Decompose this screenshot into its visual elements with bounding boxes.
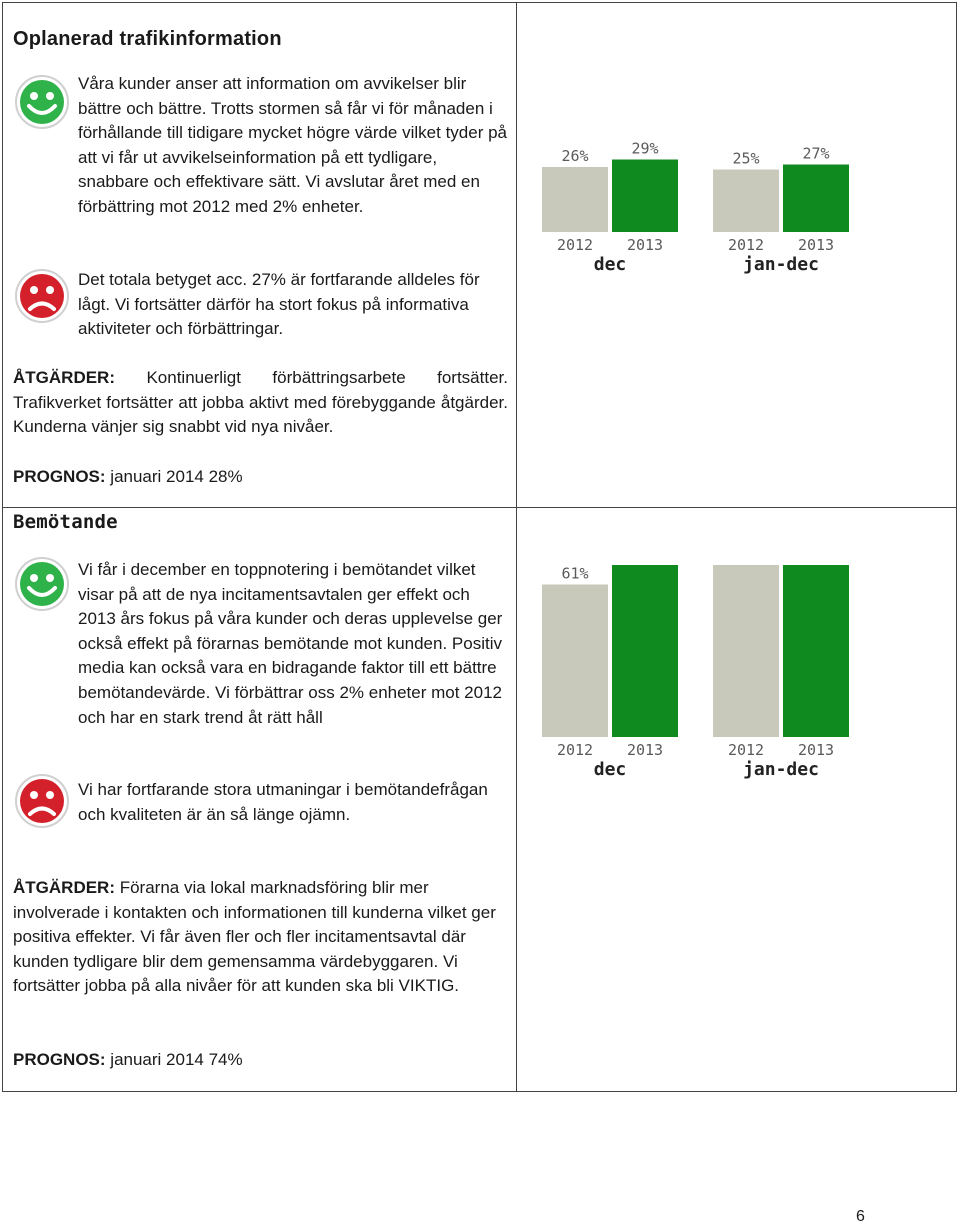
chart-tick-label: 2012 xyxy=(728,741,764,759)
section1-title: Oplanerad trafikinformation xyxy=(13,28,282,50)
chart-tick-label: 2012 xyxy=(557,741,593,759)
chart-data-label: 29% xyxy=(631,140,658,158)
chart-group-label: jan-dec xyxy=(743,254,819,275)
chart-tick-label: 2013 xyxy=(627,236,663,254)
chart-tick-label: 2012 xyxy=(557,236,593,254)
chart-data-label: 27% xyxy=(802,145,829,163)
sad-smiley-icon xyxy=(15,269,69,323)
chart-group-label: dec xyxy=(594,759,627,780)
chart-data-label: 61% xyxy=(561,565,588,583)
happy-smiley-icon xyxy=(15,557,69,611)
forecast-text: januari 2014 28% xyxy=(105,467,243,486)
section2-negative-text: Vi har fortfarande stora utmaningar i be… xyxy=(78,780,488,824)
actions-label: ÅTGÄRDER: xyxy=(13,368,115,387)
section1-negative-text: Det totala betyget acc. 27% är fortfaran… xyxy=(78,270,480,339)
chart-bar xyxy=(542,584,608,737)
section1-actions: ÅTGÄRDER: Kontinuerligt förbättringsarbe… xyxy=(13,366,508,440)
chart-bar xyxy=(783,565,849,737)
column-divider xyxy=(516,2,517,1092)
chart-bar xyxy=(612,159,678,232)
forecast-label: PROGNOS: xyxy=(13,1050,106,1069)
chart-tick-label: 2013 xyxy=(798,741,834,759)
section2-actions: ÅTGÄRDER: Förarna via lokal marknadsföri… xyxy=(13,876,508,999)
actions-text: Kontinuerligt förbättringsarbete fortsät… xyxy=(13,368,508,437)
chart-group-label: jan-dec xyxy=(743,759,819,780)
forecast-text: januari 2014 74% xyxy=(105,1050,243,1069)
actions-text: Förarna via lokal marknadsföring blir me… xyxy=(13,878,496,996)
page-number: 6 xyxy=(856,1208,865,1225)
chart-data-label: 25% xyxy=(732,150,759,168)
chart-tick-label: 2013 xyxy=(627,741,663,759)
page-frame xyxy=(2,2,957,1092)
section2-title: Bemötande xyxy=(13,511,118,533)
chart-bar xyxy=(713,565,779,737)
chart-bar xyxy=(542,167,608,232)
chart-tick-label: 2012 xyxy=(728,236,764,254)
chart-bar xyxy=(783,164,849,232)
actions-label: ÅTGÄRDER: xyxy=(13,878,115,897)
happy-smiley-icon xyxy=(15,75,69,129)
sad-smiley-icon xyxy=(15,774,69,828)
section-divider xyxy=(2,507,957,508)
forecast-label: PROGNOS: xyxy=(13,467,106,486)
chart-bar xyxy=(713,169,779,232)
chart-tick-label: 2013 xyxy=(798,236,834,254)
section1-positive-text: Våra kunder anser att information om avv… xyxy=(78,74,507,216)
chart-bar xyxy=(612,565,678,737)
chart-group-label: dec xyxy=(594,254,627,275)
section1-forecast: PROGNOS: januari 2014 28% xyxy=(13,465,508,490)
section2-positive-text: Vi får i december en toppnotering i bemö… xyxy=(78,560,503,727)
chart-data-label: 26% xyxy=(561,147,588,165)
section2-forecast: PROGNOS: januari 2014 74% xyxy=(13,1048,508,1073)
